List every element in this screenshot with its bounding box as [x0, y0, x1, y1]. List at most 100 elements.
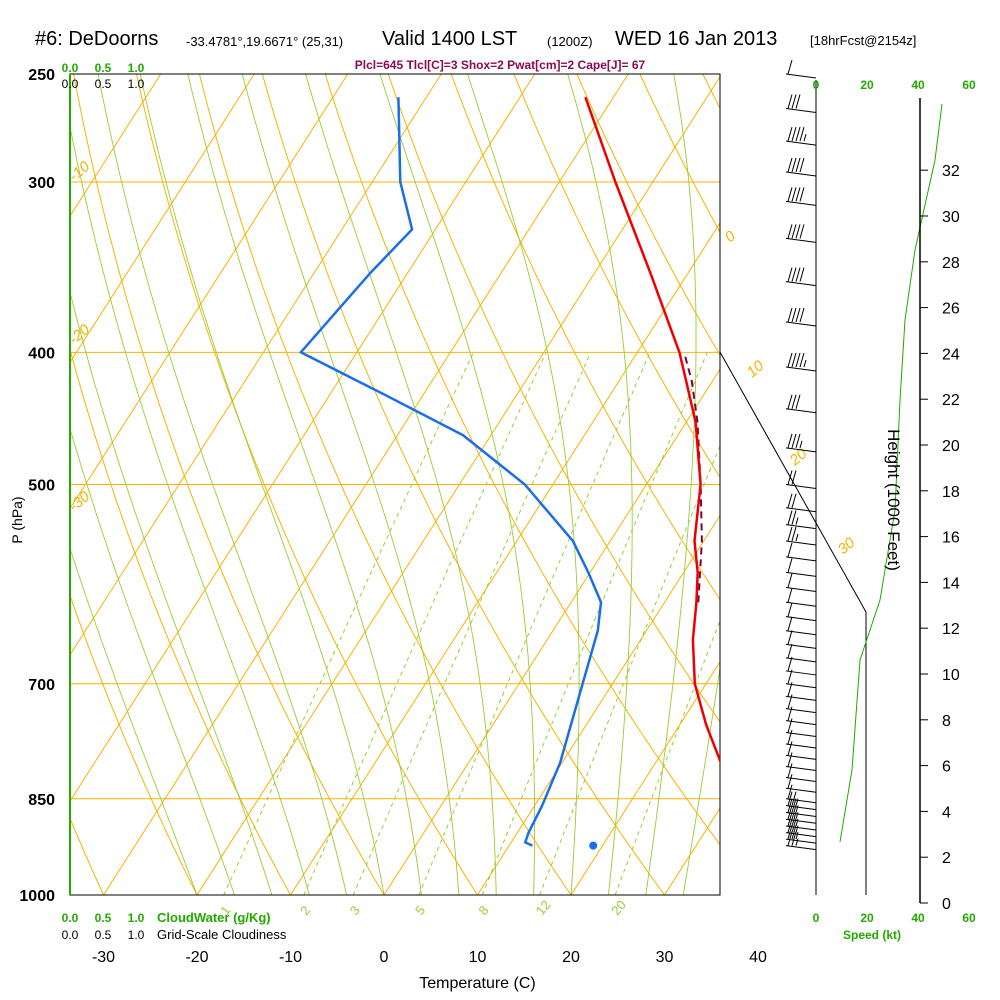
height-tick-label: 22 — [942, 392, 960, 409]
wind-barb-flag — [787, 805, 793, 820]
wind-barb-shaft — [785, 281, 817, 287]
wind-barb-flag — [787, 656, 793, 672]
pressure-tick-label: 300 — [28, 175, 55, 192]
x-tick-label: 30 — [656, 949, 674, 966]
isotherm-line — [70, 74, 255, 364]
isotherm-line — [70, 74, 442, 656]
x-tick-label: 0 — [380, 949, 389, 966]
wind-barb-shaft — [785, 140, 817, 146]
wind-barb-flag — [787, 630, 793, 645]
moist-adiabat-line — [645, 74, 697, 895]
cloudiness-tick-bottom: 0.5 — [95, 928, 112, 942]
wind-barb-flag — [791, 811, 797, 827]
wind-barb-shaft — [785, 556, 817, 562]
moist-adiabat-line — [241, 74, 460, 895]
moist-adiabat-line — [139, 74, 385, 895]
cloudiness-tick-bottom: 0.0 — [62, 928, 79, 942]
wind-barb-flag — [787, 352, 793, 368]
x-axis-label: Temperature (C) — [419, 975, 535, 992]
moist-adiabat-line — [70, 290, 273, 895]
wind-barb-flag — [787, 818, 793, 833]
station-name: #6: DeDoorns — [35, 28, 159, 50]
wind-barb-flag — [787, 831, 793, 846]
wind-barb-flag — [787, 470, 793, 485]
wind-barb-flag — [795, 126, 801, 142]
wind-barb-shaft — [785, 657, 817, 663]
temperature-line — [584, 96, 720, 764]
wind-barb-shaft — [785, 601, 817, 607]
wind-barb-flag — [799, 267, 805, 282]
wind-barb-flag — [799, 224, 805, 239]
moist-adiabat-line — [187, 74, 422, 895]
dry-adiabat-line — [135, 74, 478, 895]
wind-barb-flag — [787, 588, 793, 603]
wind-barb-shaft — [785, 524, 817, 530]
wind-barb-flag — [791, 224, 797, 239]
wind-barb-flag — [787, 729, 793, 745]
wind-barb-flag — [791, 798, 797, 813]
mixing-ratio-line — [539, 444, 720, 895]
wind-barb-flag — [795, 267, 801, 282]
dry-adiabat-line — [72, 74, 385, 895]
wind-barb-shaft — [785, 683, 817, 689]
dry-adiabat-line — [387, 74, 720, 723]
mixing-ratio-label: 3 — [347, 903, 363, 918]
surface-temperature-marker — [769, 842, 777, 850]
cloudwater-tick-top: 1.0 — [128, 61, 145, 75]
dry-adiabat-line — [0, 50, 10, 895]
chart-title: #6: DeDoorns -33.4781°,19.6671° (25,31) … — [0, 28, 1000, 58]
mixing-ratio-label: 2 — [297, 903, 313, 918]
wind-barb-shaft — [785, 743, 817, 749]
wind-barb-flag — [787, 763, 793, 778]
wind-barb-half — [795, 838, 799, 846]
moist-adiabat-line — [682, 665, 720, 895]
wind-barb-flag — [787, 267, 793, 282]
wind-barb-flag — [791, 433, 797, 448]
wind-barb-flag — [791, 493, 797, 508]
mixing-ratio-line — [481, 352, 708, 895]
dewpoint-line — [299, 97, 603, 847]
wind-barb-flag — [787, 394, 793, 409]
sounding-curves — [299, 96, 777, 850]
wind-barb-shaft — [785, 484, 817, 489]
wind-barb-half — [795, 825, 799, 833]
dry-adiabat-line — [513, 74, 720, 479]
wind-barb-flag — [791, 510, 797, 525]
wind-barb-flag — [795, 433, 801, 448]
moist-adiabat-line — [758, 50, 934, 895]
height-tick-label: 20 — [942, 438, 960, 455]
mixing-ratio-label: 20 — [608, 897, 629, 918]
moist-adiabat-line — [305, 74, 497, 895]
wind-barb-flag — [787, 307, 793, 323]
speed-tick-bottom: 0 — [813, 911, 820, 925]
wind-barb-flag — [787, 542, 793, 558]
dry-adiabat-line — [576, 74, 720, 357]
x-tick-label: 10 — [469, 949, 487, 966]
wind-barb-flag — [787, 791, 793, 806]
height-tick-label: 14 — [942, 575, 960, 592]
wind-barb-flag — [787, 741, 793, 756]
wind-barb-shaft — [785, 540, 817, 546]
wind-barb-half — [795, 533, 799, 542]
isotherm-line — [477, 514, 720, 895]
speed-axis-label: Speed (kt) — [843, 928, 901, 942]
wind-barb-flag — [791, 157, 797, 173]
isotherm-line — [290, 222, 720, 895]
x-tick-label: 40 — [749, 949, 767, 966]
height-axis-label: Height (1000 Feet) — [884, 429, 903, 571]
wind-barb-flag — [795, 224, 801, 239]
mixing-ratio-label: 5 — [412, 903, 428, 918]
utc-time: (1200Z) — [547, 34, 593, 49]
speed-profile-line — [839, 103, 943, 843]
wind-barb-flag — [795, 307, 801, 323]
pressure-tick-label: 250 — [28, 67, 55, 84]
wind-barb-shaft — [785, 845, 817, 851]
wind-barb-shaft — [785, 643, 817, 649]
wind-barb-shaft — [785, 366, 817, 372]
wind-barb-flag — [795, 187, 801, 202]
wind-barb-flag — [791, 187, 797, 202]
wind-barb-flag — [791, 352, 797, 368]
station-coords: -33.4781°,19.6671° (25,31) — [186, 34, 344, 49]
pressure-tick-label: 850 — [28, 792, 55, 809]
x-tick-label: -20 — [185, 949, 208, 966]
